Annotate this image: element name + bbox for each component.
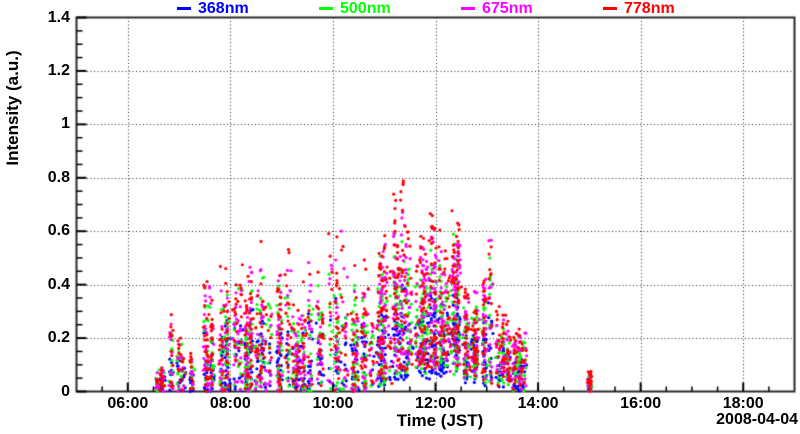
- x-axis-title: Time (JST): [396, 411, 484, 430]
- legend-item-675nm: 675nm: [461, 0, 533, 17]
- y-tick-label: 0.6: [47, 222, 70, 240]
- x-tick-label: 12:00: [415, 395, 456, 412]
- x-tick-label: 06:00: [107, 395, 149, 412]
- legend-item-778nm: 778nm: [603, 0, 675, 17]
- legend-label: 778nm: [624, 0, 675, 17]
- y-tick-label: 1.4: [47, 8, 70, 26]
- y-tick-label: 0.2: [47, 329, 70, 347]
- legend-item-500nm: 500nm: [319, 0, 391, 17]
- y-tick-label: 0.8: [47, 168, 70, 186]
- date-annotation: 2008-04-04: [716, 411, 798, 428]
- legend-label: 500nm: [340, 0, 391, 17]
- x-tick-label: 16:00: [620, 395, 662, 412]
- legend-label: 368nm: [198, 0, 249, 17]
- y-tick-label: 1.2: [47, 61, 70, 79]
- legend-dash-icon: [177, 7, 191, 10]
- x-tick-label: 14:00: [517, 395, 559, 412]
- legend-item-368nm: 368nm: [177, 0, 249, 17]
- x-tick-label: 08:00: [209, 395, 251, 412]
- y-tick-label: 0: [61, 382, 70, 400]
- legend-dash-icon: [319, 7, 333, 10]
- y-tick-label: 0.4: [47, 275, 70, 293]
- x-tick-label: 18:00: [722, 395, 764, 412]
- legend-dash-icon: [603, 7, 617, 10]
- y-tick-label: 1: [61, 115, 70, 133]
- legend-label: 675nm: [482, 0, 533, 17]
- legend-dash-icon: [461, 7, 475, 10]
- x-tick-label: 10:00: [312, 395, 354, 412]
